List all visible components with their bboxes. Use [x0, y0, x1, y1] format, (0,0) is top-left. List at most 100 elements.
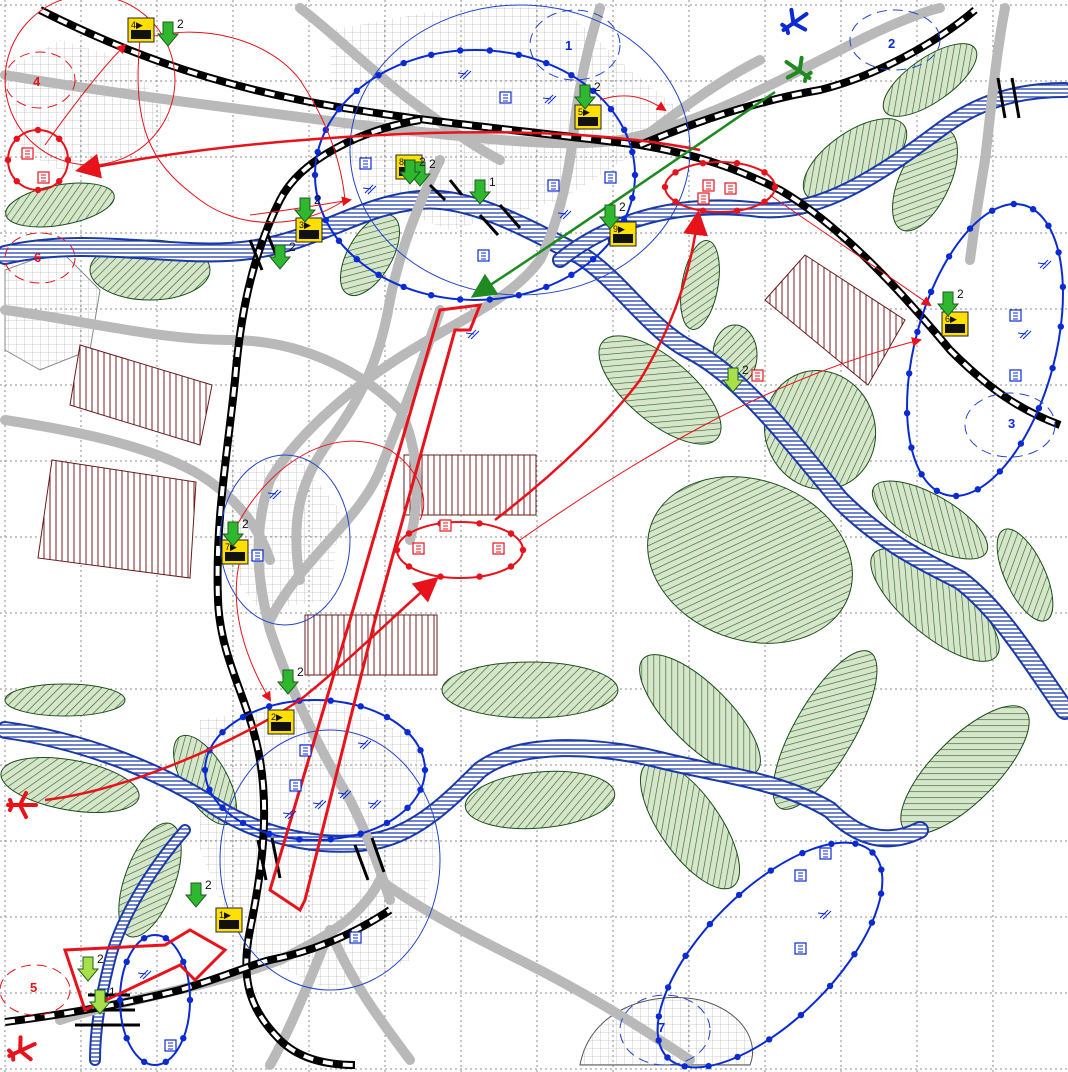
unit-box-icon[interactable] [289, 779, 302, 792]
drop-count: 2 [314, 193, 321, 207]
unit-box-icon[interactable] [492, 542, 505, 555]
bridge [256, 837, 282, 881]
unit-box-icon[interactable] [349, 931, 362, 944]
hostile-arc-mid [229, 440, 425, 541]
unit-marker[interactable]: 2▶ [267, 709, 295, 735]
forest [647, 476, 853, 644]
boundary-tooth [828, 840, 835, 848]
unit-symbol [557, 209, 572, 220]
railway-north-dash [39, 8, 1061, 427]
unit-marker[interactable]: 6▶ [941, 311, 969, 337]
drop-arrow-icon[interactable]: 2 [76, 952, 104, 982]
drop-arrow-icon[interactable]: 2 [398, 155, 426, 185]
drop-arrow-icon[interactable]: 2 [156, 17, 184, 47]
unit-box-icon[interactable] [794, 942, 807, 955]
drop-arrow-icon[interactable]: 2 [276, 665, 304, 695]
boundary-tooth [966, 225, 974, 232]
boundary-tooth [266, 703, 273, 710]
boundary-tooth [661, 183, 669, 191]
drop-arrow-icon[interactable]: 2 [221, 517, 249, 547]
boundary-tooth [918, 471, 925, 478]
attack-arrow[interactable] [44, 576, 439, 802]
unit-box-icon[interactable] [794, 869, 807, 882]
drop-arrow-icon[interactable]: 1 [468, 175, 496, 205]
unit-box-icon[interactable] [697, 192, 710, 205]
boundary-tooth [681, 1063, 688, 1070]
drop-arrow-icon[interactable]: 2 [721, 363, 749, 393]
boundary-tooth [771, 183, 779, 191]
boundary-tooth [353, 256, 360, 263]
unit-box-icon[interactable] [439, 519, 452, 532]
boundary-tooth [869, 849, 876, 856]
unit-box-icon[interactable] [702, 179, 715, 192]
plane-icon[interactable] [6, 791, 38, 819]
boundary-tooth [706, 920, 714, 928]
built-area-nw [5, 40, 170, 170]
drop-arrow-icon[interactable]: 2 [936, 287, 964, 317]
unit-box-icon[interactable] [499, 91, 512, 104]
boundary-tooth [162, 1058, 169, 1066]
recon-arrow[interactable] [44, 43, 127, 146]
boundary-tooth [239, 713, 247, 721]
unit-marker[interactable]: 3▶ [295, 217, 323, 243]
drop-arrow-icon[interactable]: 2 [268, 240, 296, 270]
unit-box-icon[interactable] [477, 249, 490, 262]
boundary-tooth [908, 444, 915, 451]
unit-box-icon[interactable] [547, 179, 560, 192]
drop-arrow-icon[interactable]: 2 [184, 878, 212, 908]
boundary-tooth [404, 729, 411, 736]
boundary-tooth [428, 292, 435, 299]
attack-arrow[interactable] [494, 210, 708, 521]
boundary-tooth [327, 836, 334, 843]
unit-box-icon[interactable] [604, 171, 617, 184]
boundary-tooth [357, 703, 364, 710]
unit-marker[interactable]: 4▶ [127, 17, 155, 43]
recon-arrow[interactable] [599, 95, 667, 112]
drop-arrow-icon[interactable]: 1 [88, 985, 116, 1015]
boundary-tooth [797, 1011, 805, 1019]
unit-box-icon[interactable] [164, 1039, 177, 1052]
boundary-tooth [405, 530, 413, 537]
unit-box-icon[interactable] [1009, 369, 1022, 382]
unit-marker-label: 4▶ [131, 20, 143, 30]
plane-icon[interactable] [777, 4, 814, 40]
unit-marker[interactable]: 5▶ [574, 104, 602, 130]
recon-arrow[interactable] [519, 337, 922, 541]
unit-box-icon[interactable] [819, 847, 832, 860]
zone-boundary-teeth [116, 47, 1067, 1070]
unit-box-icon[interactable] [21, 147, 34, 160]
boundary-tooth [903, 409, 911, 417]
zone-label-6: 6 [34, 250, 41, 265]
plane-icon[interactable] [780, 52, 817, 88]
plane-icon[interactable] [4, 1033, 40, 1067]
built-area-mid [220, 460, 340, 610]
attack-arrow[interactable] [75, 130, 701, 179]
boundary-tooth [314, 148, 321, 156]
recon-arrow[interactable] [235, 559, 272, 702]
unit-marker-label: 3▶ [299, 220, 311, 230]
unit-box-icon[interactable] [299, 744, 312, 757]
boundary-tooth [799, 849, 806, 857]
boundary-tooth [590, 87, 597, 95]
unit-marker[interactable]: 9▶ [609, 221, 637, 247]
friendly-air-arrow[interactable] [470, 90, 776, 298]
drop-arrow-icon[interactable]: 2 [293, 193, 321, 223]
unit-symbol [312, 799, 327, 810]
boundary-tooth [239, 819, 247, 827]
drop-arrow-icon[interactable]: 2 [573, 80, 601, 110]
unit-box-icon[interactable] [724, 182, 737, 195]
road [265, 305, 445, 625]
recon-arrow[interactable] [769, 194, 932, 307]
unit-box-icon[interactable] [1009, 309, 1022, 322]
unit-box-icon[interactable] [359, 157, 372, 170]
boundary-tooth [515, 292, 522, 299]
unit-box-icon[interactable] [751, 369, 764, 382]
unit-marker[interactable]: 1▶ [215, 907, 243, 933]
unit-box-icon[interactable] [37, 171, 50, 184]
unit-box-icon[interactable] [412, 542, 425, 555]
unit-symbol [362, 184, 377, 195]
unit-box-icon[interactable] [251, 549, 264, 562]
drop-arrow-icon[interactable]: 2 [598, 200, 626, 230]
